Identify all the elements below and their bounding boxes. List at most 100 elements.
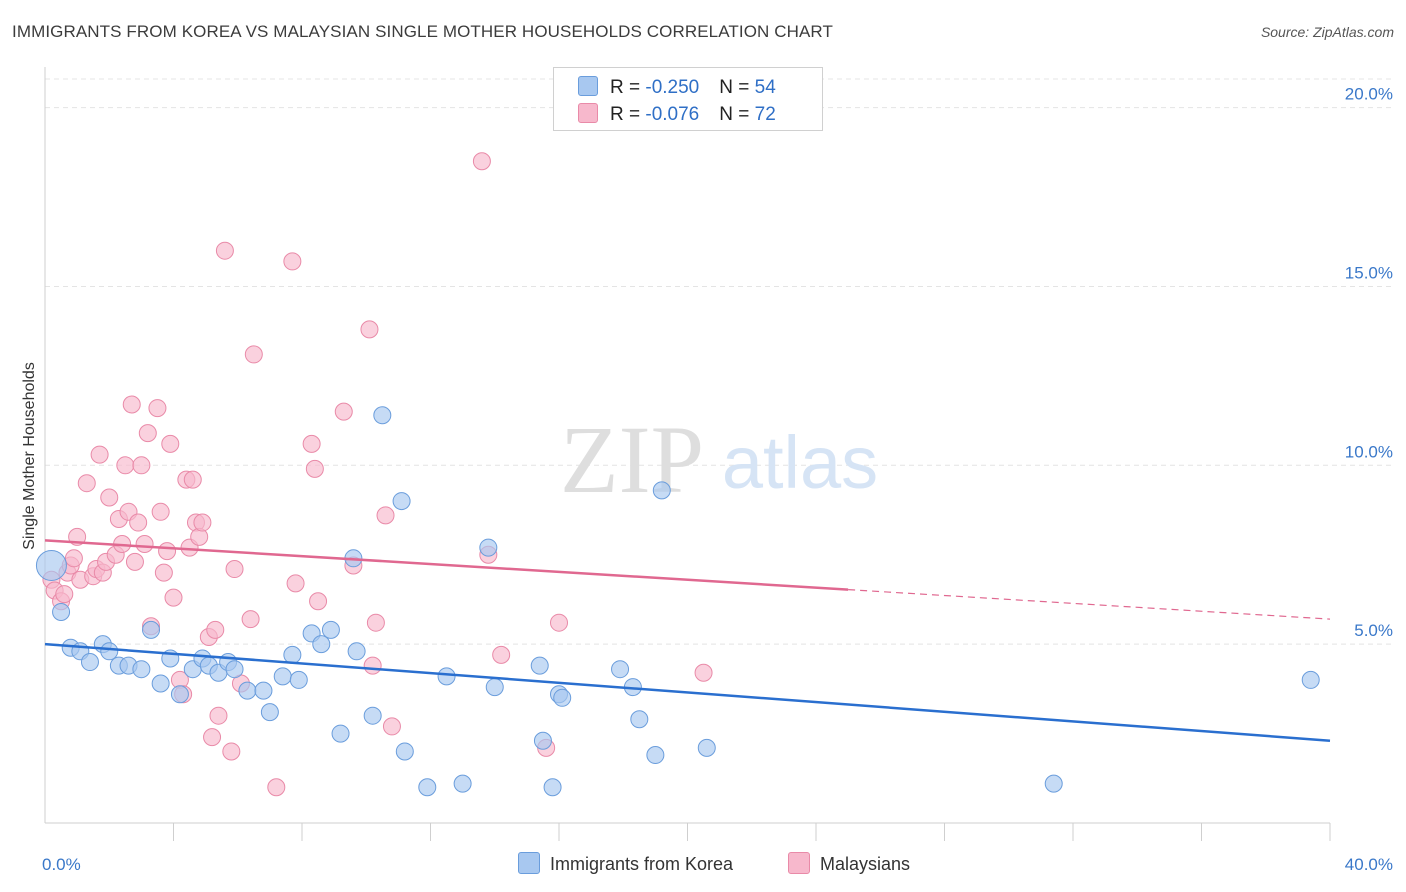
korea-n-value: 54 bbox=[754, 77, 776, 98]
malaysians-point bbox=[64, 549, 83, 568]
korea-r-value: -0.250 bbox=[645, 77, 700, 98]
malaysians-r-value: -0.076 bbox=[645, 104, 700, 125]
chart-title: IMMIGRANTS FROM KOREA VS MALAYSIAN SINGL… bbox=[12, 22, 833, 41]
malaysians-point bbox=[183, 470, 202, 489]
korea-point bbox=[238, 681, 257, 700]
x-tick-label: 40.0% bbox=[1345, 855, 1393, 874]
korea-point bbox=[543, 778, 562, 797]
malaysians-point bbox=[309, 592, 328, 611]
watermark-zip: ZIP bbox=[560, 406, 704, 513]
malaysians-point bbox=[286, 574, 305, 593]
korea-trend-line bbox=[44, 642, 1331, 742]
bottom-korea-swatch bbox=[518, 852, 540, 874]
korea-point bbox=[347, 642, 366, 661]
malaysians-point bbox=[492, 645, 511, 664]
korea-point bbox=[392, 492, 411, 511]
korea-point bbox=[697, 738, 716, 757]
grid-layer bbox=[45, 78, 1395, 645]
korea-point bbox=[80, 653, 99, 672]
malaysians-trend-line bbox=[44, 539, 849, 591]
malaysians-point bbox=[116, 456, 135, 475]
malaysians-point bbox=[215, 241, 234, 260]
bottom-malaysians-label: Malaysians bbox=[820, 854, 911, 874]
malaysians-point bbox=[225, 560, 244, 579]
legend-row-malaysians: R = -0.076 N = 72 bbox=[578, 103, 776, 126]
korea-swatch bbox=[578, 76, 598, 96]
korea-point bbox=[652, 481, 671, 500]
malaysians-point bbox=[209, 706, 228, 725]
korea-point bbox=[132, 660, 151, 679]
y-tick-label: 20.0% bbox=[1345, 85, 1393, 104]
malaysians-point bbox=[154, 563, 173, 582]
korea-point bbox=[553, 688, 572, 707]
korea-point bbox=[530, 656, 549, 675]
malaysians-point bbox=[305, 459, 324, 478]
korea-point bbox=[1044, 774, 1063, 793]
y-tick-label: 5.0% bbox=[1354, 621, 1393, 640]
korea-point bbox=[283, 645, 302, 664]
malaysians-point bbox=[122, 395, 141, 414]
malaysians-point bbox=[100, 488, 119, 507]
malaysians-point bbox=[363, 656, 382, 675]
bottom-legend-malaysians: Malaysians bbox=[788, 852, 910, 875]
malaysians-point bbox=[158, 542, 177, 561]
malaysians-r-label: R = bbox=[610, 104, 646, 125]
malaysians-point bbox=[161, 434, 180, 453]
malaysians-point bbox=[135, 535, 154, 553]
korea-point bbox=[289, 670, 308, 689]
korea-point bbox=[225, 660, 244, 679]
korea-point bbox=[273, 667, 292, 686]
korea-point bbox=[437, 667, 456, 686]
malaysians-point bbox=[241, 610, 260, 629]
tick-labels: 5.0% 10.0% 15.0% 20.0% 0.0% 40.0% bbox=[42, 85, 1393, 874]
y-tick-label: 15.0% bbox=[1345, 263, 1393, 282]
malaysians-point bbox=[222, 742, 241, 761]
malaysians-point bbox=[148, 399, 167, 418]
malaysians-point bbox=[129, 513, 148, 532]
malaysians-point bbox=[203, 728, 222, 747]
malaysians-point bbox=[206, 620, 225, 639]
korea-point bbox=[453, 774, 472, 793]
korea-point bbox=[479, 538, 498, 557]
korea-n-label: N = bbox=[719, 77, 755, 98]
korea-point bbox=[485, 678, 504, 697]
korea-point bbox=[533, 731, 552, 750]
malaysians-point bbox=[193, 513, 212, 532]
chart-source: Source: ZipAtlas.com bbox=[1260, 24, 1394, 40]
bottom-malaysians-swatch bbox=[788, 852, 810, 874]
korea-point bbox=[611, 660, 630, 679]
korea-point bbox=[142, 620, 161, 639]
malaysians-point bbox=[550, 613, 568, 632]
axes-layer bbox=[44, 67, 1331, 841]
korea-point bbox=[418, 778, 437, 797]
malaysians-point bbox=[164, 588, 183, 607]
malaysians-point bbox=[125, 552, 144, 571]
korea-point bbox=[331, 724, 350, 743]
legend-row-korea: R = -0.250 N = 54 bbox=[578, 76, 776, 99]
y-axis-label: Single Mother Households bbox=[21, 362, 38, 550]
malaysians-point bbox=[283, 252, 302, 271]
korea-point bbox=[254, 681, 273, 700]
x-tick-label: 0.0% bbox=[42, 855, 81, 874]
malaysians-point bbox=[334, 402, 353, 421]
korea-point bbox=[170, 685, 189, 704]
malaysians-point bbox=[360, 320, 379, 339]
korea-point bbox=[35, 549, 67, 581]
bottom-korea-label: Immigrants from Korea bbox=[550, 854, 734, 874]
malaysians-point bbox=[244, 345, 263, 364]
malaysians-n-value: 72 bbox=[754, 104, 776, 125]
malaysians-point bbox=[90, 445, 109, 464]
malaysians-point bbox=[472, 152, 491, 171]
korea-point bbox=[151, 674, 170, 693]
malaysians-point bbox=[302, 434, 321, 453]
korea-r-label: R = bbox=[610, 77, 646, 98]
korea-point bbox=[630, 710, 649, 729]
malaysians-point bbox=[267, 778, 286, 797]
korea-point bbox=[100, 642, 119, 661]
korea-point bbox=[373, 406, 392, 425]
malaysians-point bbox=[382, 717, 401, 736]
korea-point bbox=[1301, 670, 1320, 689]
bottom-legend-korea: Immigrants from Korea bbox=[518, 852, 733, 875]
malaysians-swatch bbox=[578, 103, 598, 123]
